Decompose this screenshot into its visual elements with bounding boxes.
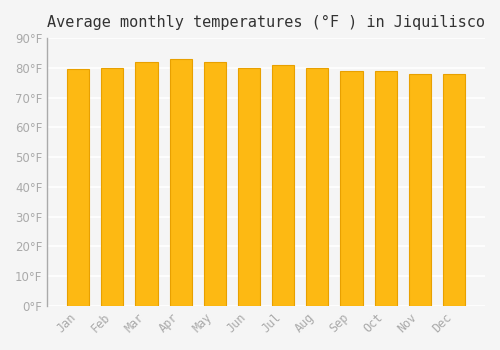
- Bar: [443, 74, 465, 306]
- Bar: [238, 68, 260, 306]
- Bar: [204, 62, 226, 306]
- Bar: [67, 69, 90, 306]
- Bar: [170, 59, 192, 306]
- Bar: [136, 62, 158, 306]
- Title: Average monthly temperatures (°F ) in Jiquilisco: Average monthly temperatures (°F ) in Ji…: [47, 15, 485, 30]
- Bar: [374, 71, 397, 306]
- Bar: [306, 68, 328, 306]
- Bar: [102, 68, 124, 306]
- Bar: [340, 71, 362, 306]
- Bar: [408, 74, 431, 306]
- Bar: [272, 65, 294, 306]
